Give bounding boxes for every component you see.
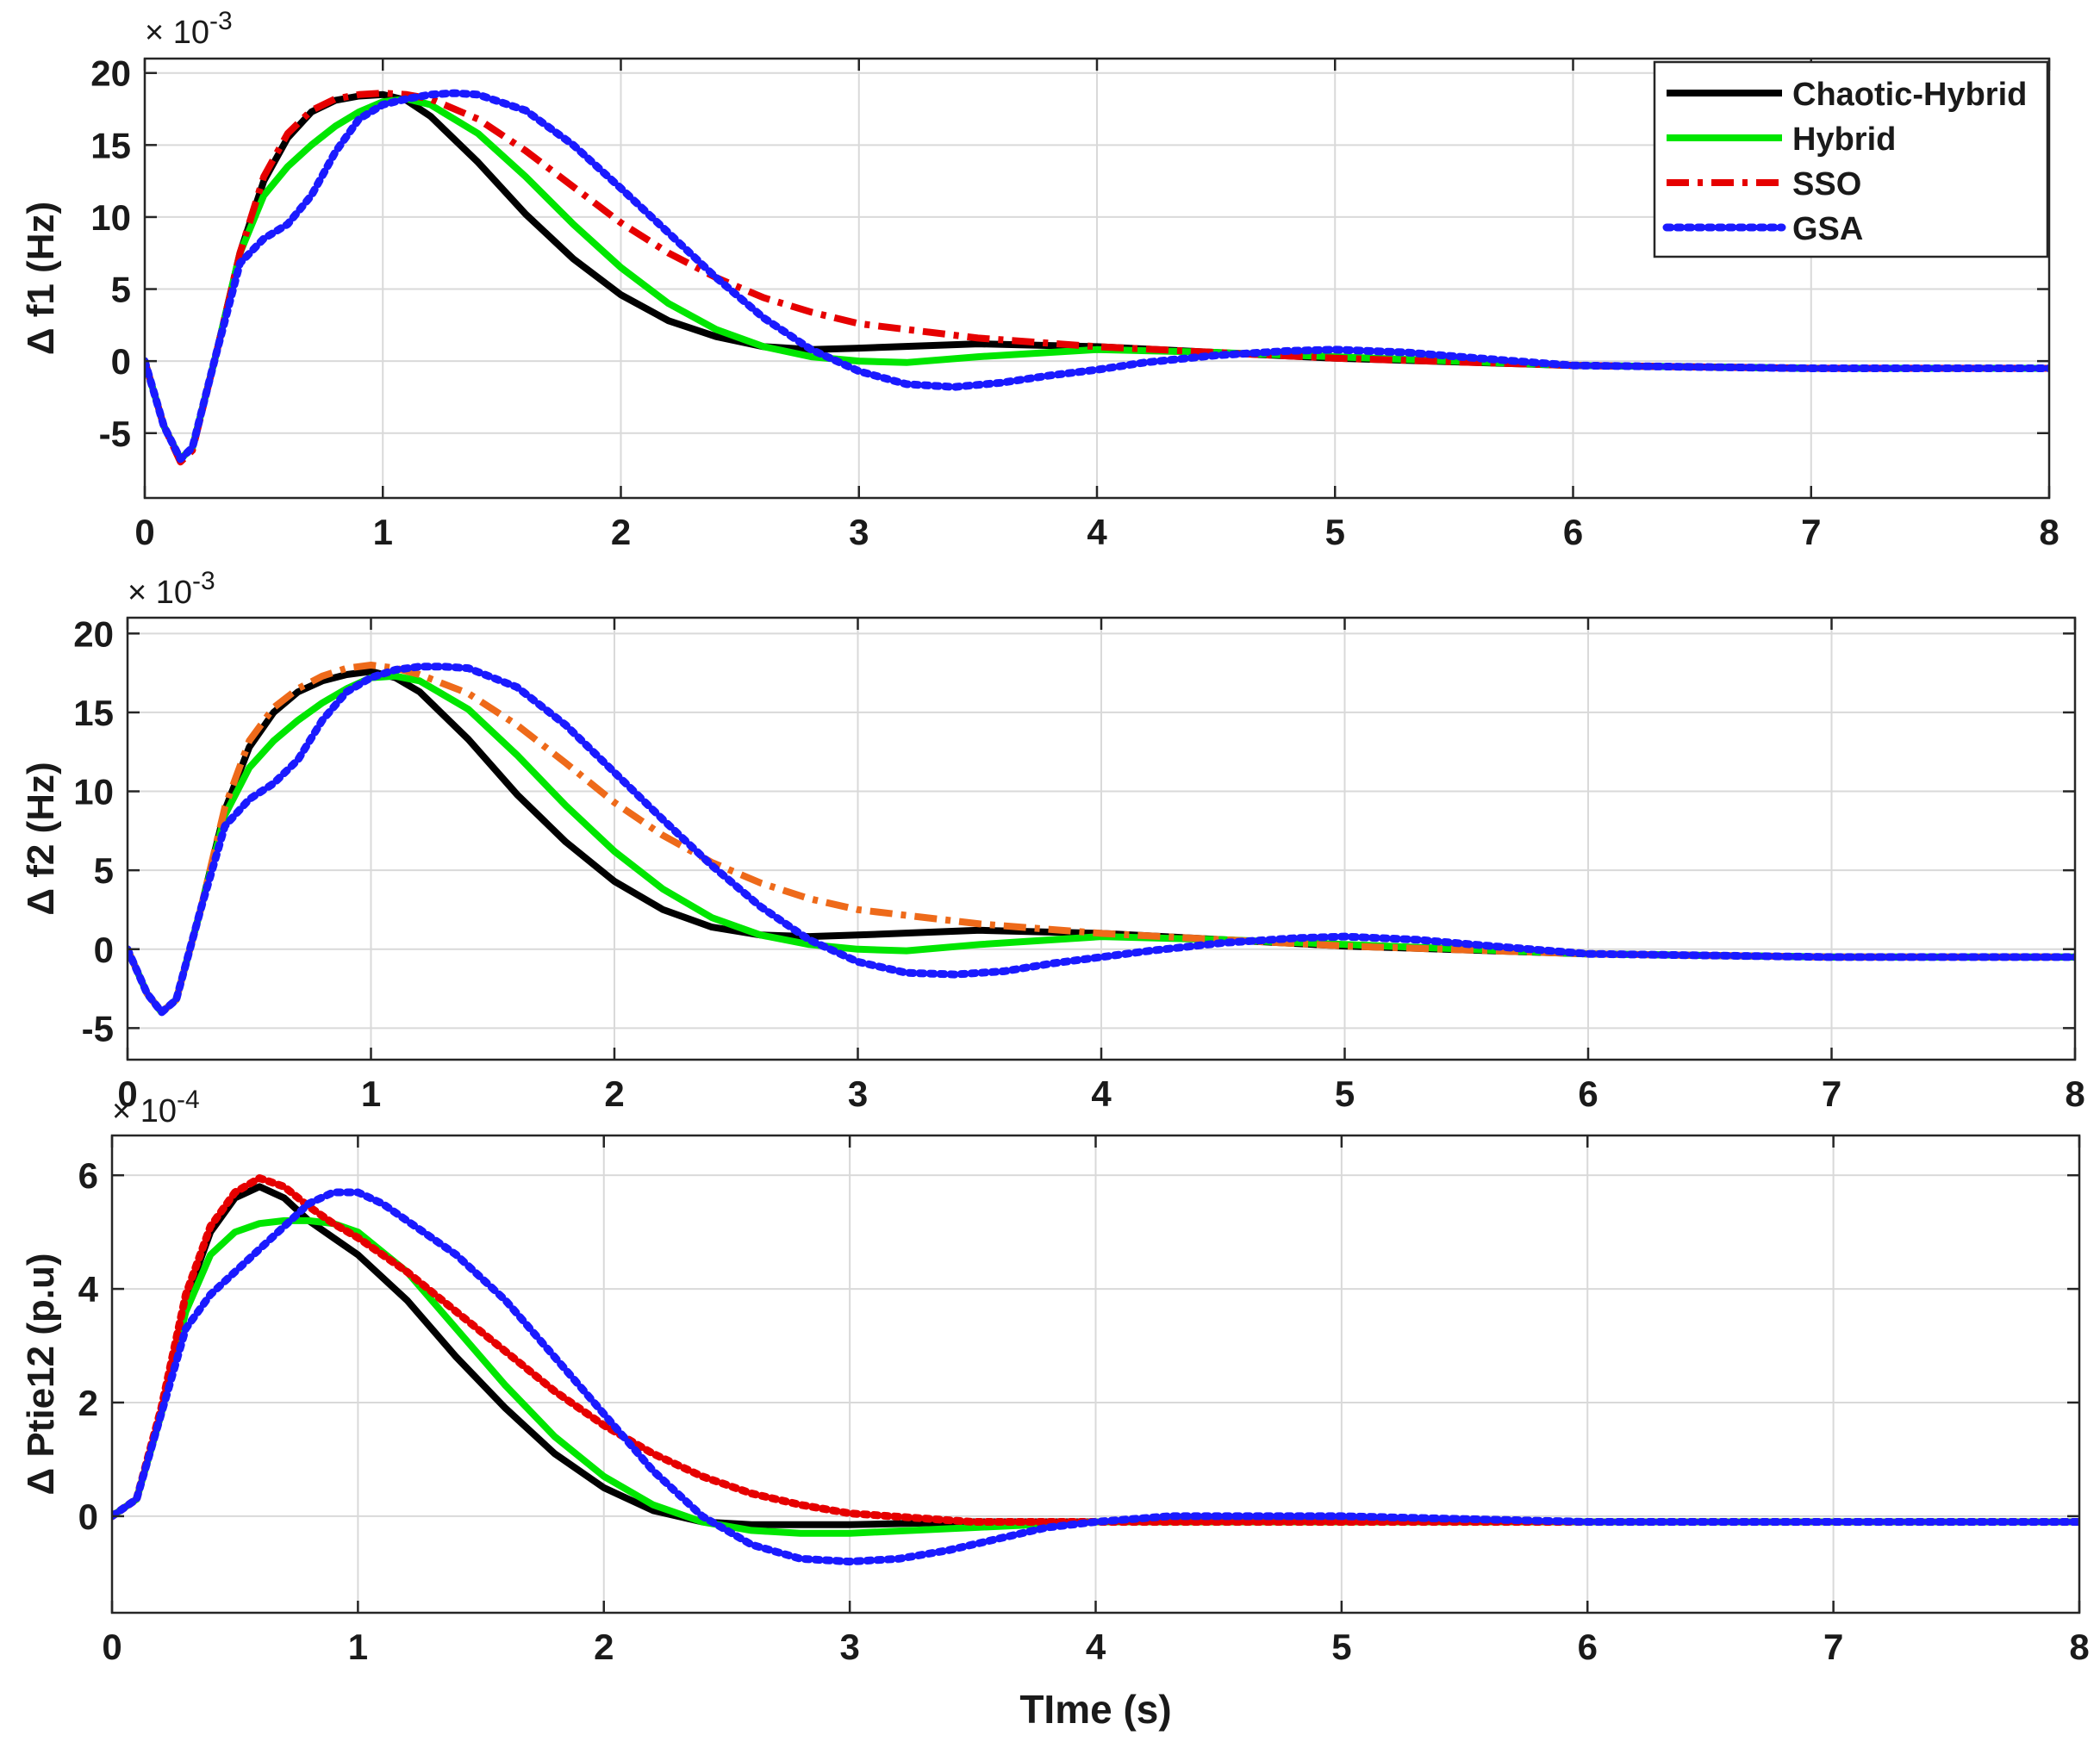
legend-label: Hybrid [1792, 121, 1896, 158]
y-tick-label: 0 [94, 930, 114, 970]
y-tick-label: 20 [90, 53, 131, 94]
y-tick-label: 5 [94, 850, 114, 891]
y-tick-label: 0 [111, 341, 131, 382]
y-axis-label: Δ f2 (Hz) [20, 762, 62, 915]
y-tick-label: 20 [73, 613, 114, 654]
x-tick-label: 5 [1335, 1073, 1355, 1114]
x-tick-label: 4 [1086, 1627, 1106, 1667]
series-line-gsa [112, 1188, 2079, 1566]
series-group [145, 89, 2049, 466]
x-tick-label: 3 [839, 1627, 859, 1667]
legend-label: SSO [1792, 166, 1861, 202]
y-tick-label: 10 [73, 772, 114, 812]
x-tick-label: 3 [848, 1073, 868, 1114]
legend-label: Chaotic-Hybrid [1792, 77, 2027, 113]
series-group [128, 662, 2075, 1017]
x-tick-label: 1 [373, 512, 393, 552]
panel-3: 0 1 2 3 4 5 6 7 8 0 2 4 6 × 10-4 Δ Ptie12 (p.u) [20, 1086, 2090, 1667]
axis-exponent-label: × 10-4 [112, 1086, 200, 1129]
series-line-sso [128, 662, 2075, 1016]
x-tick-label: 5 [1325, 512, 1345, 552]
x-tick-label: 2 [604, 1073, 624, 1114]
series-group [112, 1174, 2079, 1566]
x-tick-label: 1 [348, 1627, 368, 1667]
y-tick-label: -5 [99, 414, 131, 454]
y-tick-label: 15 [90, 125, 131, 165]
y-axis-label: Δ f1 (Hz) [20, 202, 62, 355]
x-tick-label: 2 [611, 512, 631, 552]
y-tick-label: 15 [73, 693, 114, 733]
x-tick-label: 6 [1578, 1073, 1598, 1114]
x-tick-label: 4 [1087, 512, 1107, 552]
x-tick-label: 0 [134, 512, 154, 552]
x-tick-label: 4 [1091, 1073, 1112, 1114]
series-line-gsa [145, 89, 2049, 463]
series-line-gsa [128, 663, 2075, 1017]
y-tick-label: 10 [90, 197, 131, 238]
series-line-sso [112, 1174, 2079, 1526]
y-tick-label: -5 [82, 1008, 114, 1048]
x-tick-label: 7 [1822, 1073, 1841, 1114]
series-line-sso [145, 90, 2049, 466]
x-tick-label: 6 [1578, 1627, 1598, 1667]
x-tick-label: 0 [117, 1073, 137, 1114]
legend-label: GSA [1792, 211, 1863, 247]
y-tick-label: 6 [78, 1155, 98, 1196]
y-tick-label: 5 [111, 270, 131, 310]
x-tick-label: 2 [594, 1627, 614, 1667]
x-tick-label: 5 [1331, 1627, 1351, 1667]
x-tick-label: 8 [2039, 512, 2059, 552]
x-tick-label: 8 [2065, 1073, 2084, 1114]
x-tick-label: 7 [1823, 1627, 1843, 1667]
y-tick-label: 4 [78, 1269, 99, 1310]
x-tick-label: 7 [1801, 512, 1821, 552]
y-tick-label: 0 [78, 1496, 98, 1537]
y-tick-label: 2 [78, 1383, 98, 1423]
axis-exponent-label: × 10-3 [128, 567, 215, 611]
axis-exponent-label: × 10-3 [145, 7, 233, 51]
panel-1: 0 1 2 3 4 5 6 7 8 -5 0 5 10 15 20 × 10-3 Δ f1 (Hz) [20, 7, 2059, 552]
x-tick-label: 1 [361, 1073, 381, 1114]
x-axis-label: TIme (s) [1019, 1687, 1171, 1732]
y-axis-label: Δ Ptie12 (p.u) [20, 1254, 62, 1496]
legend: Chaotic-Hybrid Hybrid SSO GSA [1653, 60, 2049, 258]
x-tick-label: 3 [849, 512, 869, 552]
x-tick-label: 6 [1563, 512, 1583, 552]
x-tick-label: 8 [2069, 1627, 2089, 1667]
x-tick-label: 0 [102, 1627, 122, 1667]
